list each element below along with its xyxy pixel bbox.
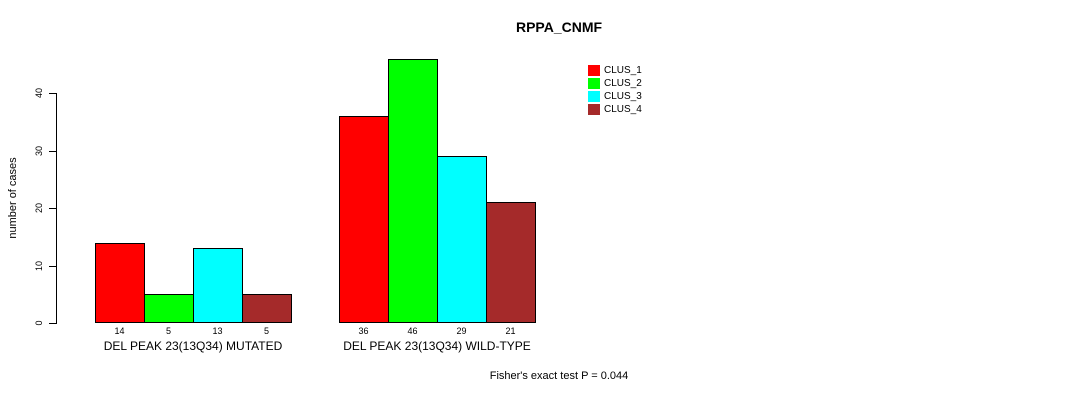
y-tick	[49, 151, 56, 152]
bar-value-label: 14	[114, 326, 125, 336]
y-tick-label: 0	[34, 320, 44, 326]
y-tick-label: 40	[34, 87, 44, 99]
legend-item: CLUS_2	[588, 78, 642, 89]
legend-swatch	[588, 91, 600, 102]
legend-swatch	[588, 104, 600, 115]
legend-item: CLUS_1	[588, 65, 642, 76]
bar	[437, 156, 487, 323]
bar	[242, 294, 292, 323]
bar	[388, 59, 438, 323]
y-tick	[49, 208, 56, 209]
y-tick	[49, 266, 56, 267]
group-label: DEL PEAK 23(13Q34) WILD-TYPE	[343, 339, 531, 353]
bar	[95, 243, 145, 323]
y-tick-label: 30	[34, 145, 44, 157]
fisher-test-annotation: Fisher's exact test P = 0.044	[489, 370, 629, 382]
bar-value-label: 29	[456, 326, 467, 336]
legend-label: CLUS_4	[604, 104, 642, 115]
legend-label: CLUS_1	[604, 65, 642, 76]
legend-swatch	[588, 65, 600, 76]
bar	[144, 294, 194, 323]
y-tick	[49, 323, 56, 324]
y-axis-label: number of cases	[7, 157, 19, 239]
legend-item: CLUS_4	[588, 104, 642, 115]
y-tick-label: 20	[34, 202, 44, 214]
y-axis-line	[56, 93, 57, 324]
group-label: DEL PEAK 23(13Q34) MUTATED	[103, 339, 283, 353]
legend-item: CLUS_3	[588, 91, 642, 102]
bar-value-label: 46	[407, 326, 418, 336]
bar-value-label: 5	[263, 326, 270, 336]
legend-label: CLUS_3	[604, 91, 642, 102]
bar	[193, 248, 243, 323]
legend-swatch	[588, 78, 600, 89]
bar-value-label: 13	[212, 326, 223, 336]
bar	[339, 116, 389, 323]
bar	[486, 202, 536, 323]
chart-title: RPPA_CNMF	[515, 19, 603, 35]
bar-value-label: 36	[358, 326, 369, 336]
y-tick	[49, 93, 56, 94]
legend-label: CLUS_2	[604, 78, 642, 89]
y-tick-label: 10	[34, 260, 44, 272]
bar-value-label: 21	[505, 326, 516, 336]
bar-value-label: 5	[165, 326, 172, 336]
